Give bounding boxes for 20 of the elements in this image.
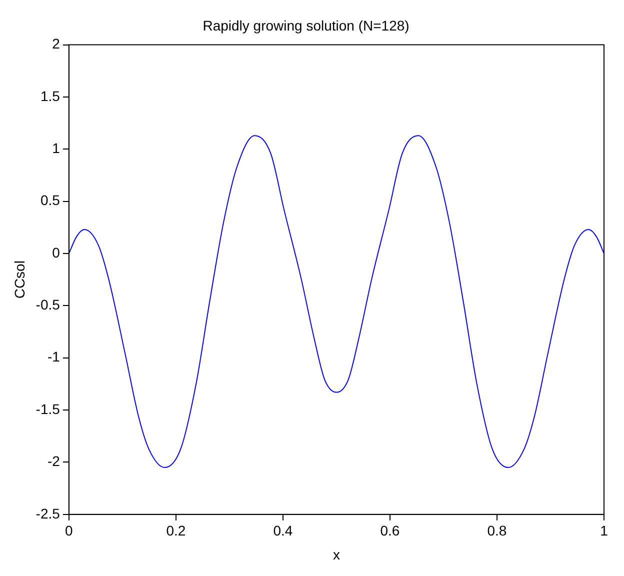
y-tick-label: -1 <box>47 348 60 365</box>
x-tick-label: 0.4 <box>273 522 293 539</box>
line-series <box>68 135 604 468</box>
chart-title: Rapidly growing solution (N=128) <box>202 17 410 34</box>
y-tick-label: -0.5 <box>36 296 60 313</box>
x-tick-label: 0.2 <box>166 522 186 539</box>
x-tick-label: 0 <box>65 522 74 539</box>
x-axis-title: x <box>332 546 340 562</box>
y-tick-label: -2 <box>47 453 60 470</box>
y-tick-label: 1 <box>52 140 60 156</box>
y-tick-label: 0 <box>52 244 60 260</box>
y-tick-label: 2 <box>52 36 60 52</box>
x-tick-label: 0.8 <box>487 522 507 539</box>
x-tick-label: 0.6 <box>380 522 400 539</box>
y-tick-label: -1.5 <box>36 400 60 417</box>
y-tick-label: -2.5 <box>36 505 60 522</box>
y-axis-title: CCsol <box>11 260 28 299</box>
x-tick-label: 1 <box>600 522 608 539</box>
y-tick-label: 0.5 <box>40 192 60 208</box>
y-tick-label: 1.5 <box>40 88 60 104</box>
